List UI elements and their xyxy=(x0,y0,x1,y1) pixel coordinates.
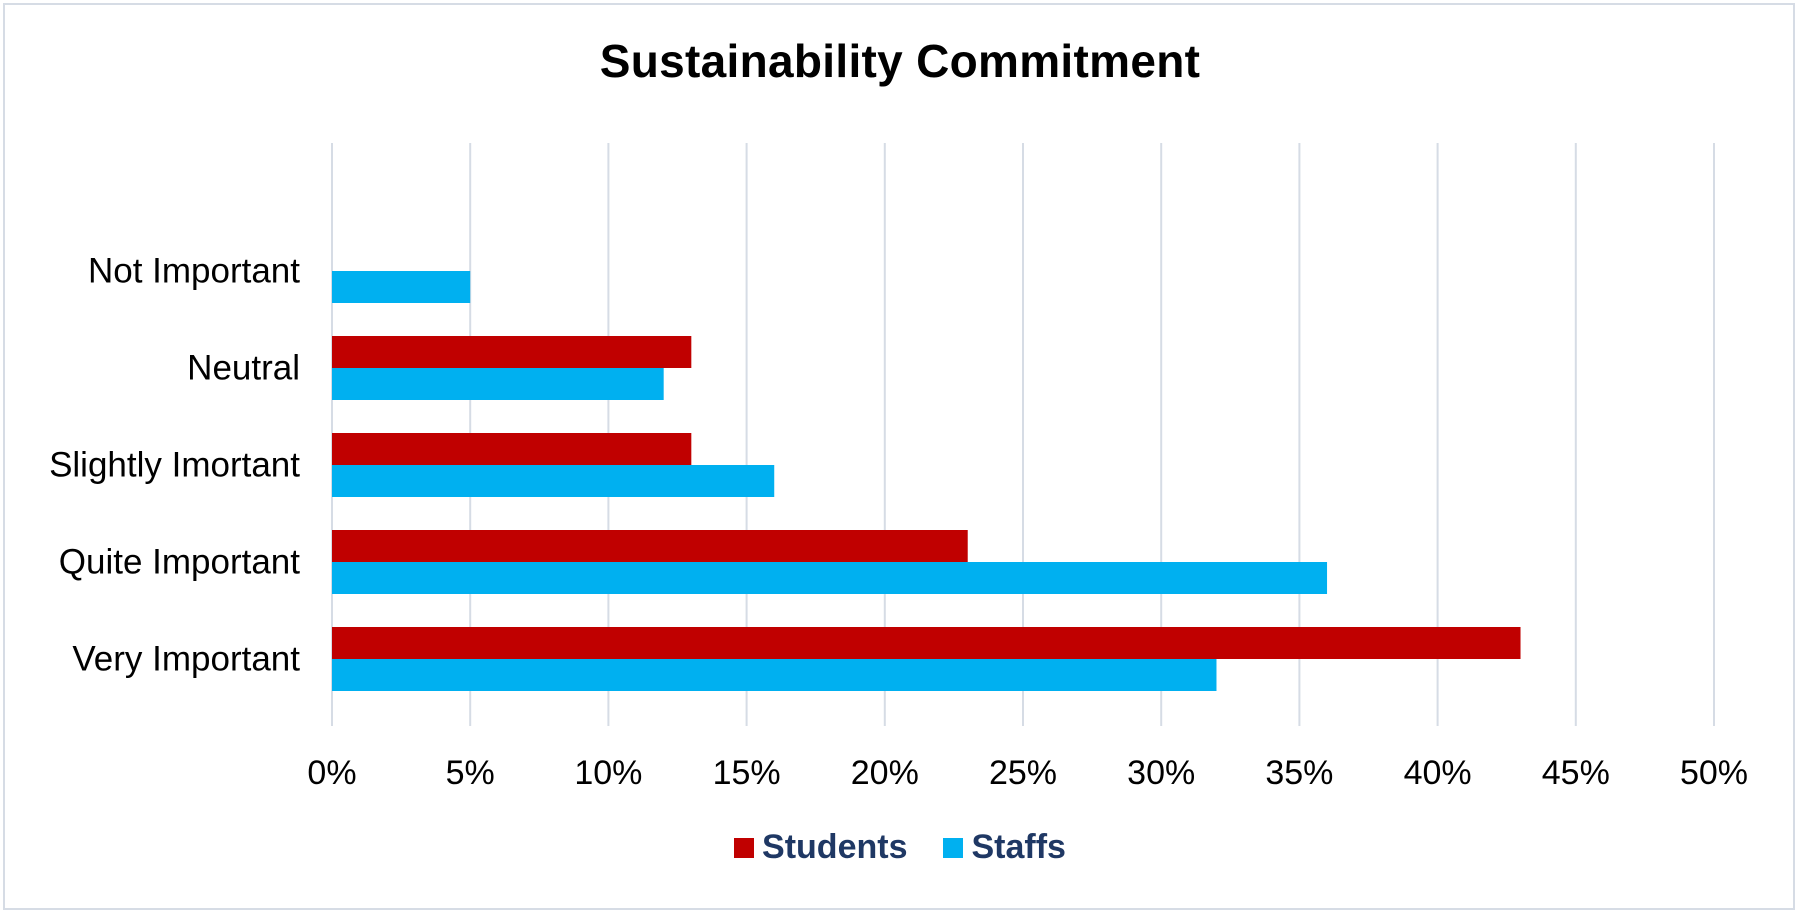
bar-students-quite-important xyxy=(332,530,968,562)
legend-item-staffs: Staffs xyxy=(943,828,1066,867)
x-tick-label: 0% xyxy=(307,754,356,792)
category-label: Slightly Imortant xyxy=(49,445,300,484)
bar-staffs-very-important xyxy=(332,659,1217,691)
category-label: Very Important xyxy=(72,639,300,678)
category-label: Quite Important xyxy=(59,542,300,581)
legend-item-students: Students xyxy=(734,828,907,867)
x-tick-label: 15% xyxy=(713,754,781,792)
legend-swatch-students xyxy=(734,837,755,858)
chart-title: Sustainability Commitment xyxy=(599,35,1201,87)
bar-staffs-not-important xyxy=(332,271,471,303)
legend: Students Staffs xyxy=(0,828,1800,867)
bar-staffs-quite-important xyxy=(332,562,1328,594)
x-tick-label: 30% xyxy=(1127,754,1195,792)
x-tick-label: 50% xyxy=(1680,754,1748,792)
bar-students-neutral xyxy=(332,336,692,368)
x-tick-label: 25% xyxy=(989,754,1057,792)
chart-frame xyxy=(3,3,1795,910)
x-tick-label: 40% xyxy=(1404,754,1472,792)
bar-staffs-slightly-imortant xyxy=(332,465,775,497)
x-tick-label: 10% xyxy=(574,754,642,792)
legend-label-students: Students xyxy=(762,828,908,866)
x-tick-label: 5% xyxy=(446,754,495,792)
x-tick-label: 45% xyxy=(1542,754,1610,792)
bar-students-very-important xyxy=(332,627,1521,659)
category-label: Not Important xyxy=(88,251,300,290)
bar-staffs-neutral xyxy=(332,368,664,400)
legend-swatch-staffs xyxy=(943,837,964,858)
x-tick-label: 20% xyxy=(851,754,919,792)
x-tick-label: 35% xyxy=(1265,754,1333,792)
legend-label-staffs: Staffs xyxy=(971,828,1066,866)
category-label: Neutral xyxy=(187,348,300,387)
bar-students-slightly-imortant xyxy=(332,433,692,465)
